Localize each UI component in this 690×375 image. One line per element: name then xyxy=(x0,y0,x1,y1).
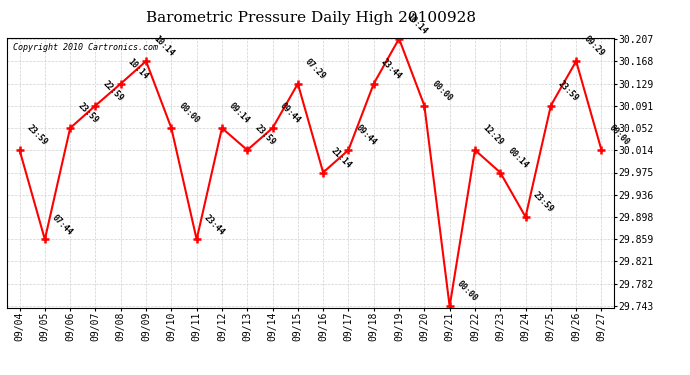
Text: 23:59: 23:59 xyxy=(253,123,277,147)
Text: 23:44: 23:44 xyxy=(380,57,404,81)
Text: Barometric Pressure Daily High 20100928: Barometric Pressure Daily High 20100928 xyxy=(146,11,475,25)
Text: 00:00: 00:00 xyxy=(430,79,454,103)
Text: 00:14: 00:14 xyxy=(506,146,530,170)
Text: 23:44: 23:44 xyxy=(202,213,226,237)
Text: 10:14: 10:14 xyxy=(404,12,428,36)
Text: Copyright 2010 Cartronics.com: Copyright 2010 Cartronics.com xyxy=(13,43,158,52)
Text: 23:59: 23:59 xyxy=(76,101,100,125)
Text: 09:44: 09:44 xyxy=(278,101,302,125)
Text: 09:14: 09:14 xyxy=(228,101,252,125)
Text: 10:14: 10:14 xyxy=(126,57,150,81)
Text: 09:29: 09:29 xyxy=(582,34,606,58)
Text: 21:14: 21:14 xyxy=(328,146,353,170)
Text: 07:44: 07:44 xyxy=(50,213,75,237)
Text: 09:44: 09:44 xyxy=(354,123,378,147)
Text: 22:59: 22:59 xyxy=(101,79,125,103)
Text: 00:00: 00:00 xyxy=(455,279,480,304)
Text: 23:59: 23:59 xyxy=(556,79,580,103)
Text: 23:59: 23:59 xyxy=(531,190,555,214)
Text: 00:00: 00:00 xyxy=(607,123,631,147)
Text: 10:14: 10:14 xyxy=(152,34,176,58)
Text: 12:29: 12:29 xyxy=(480,123,504,147)
Text: 07:29: 07:29 xyxy=(304,57,328,81)
Text: 00:00: 00:00 xyxy=(177,101,201,125)
Text: 23:59: 23:59 xyxy=(25,123,49,147)
